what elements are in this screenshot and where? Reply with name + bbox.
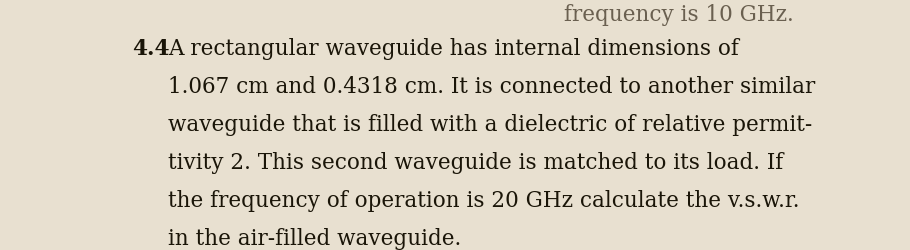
Text: 4.4: 4.4 <box>132 38 169 60</box>
Text: tivity 2. This second waveguide is matched to its load. If: tivity 2. This second waveguide is match… <box>168 152 784 174</box>
Text: waveguide that is filled with a dielectric of relative permit-: waveguide that is filled with a dielectr… <box>168 114 813 136</box>
Text: the frequency of operation is 20 GHz calculate the v.s.w.r.: the frequency of operation is 20 GHz cal… <box>168 190 800 212</box>
Text: in the air-filled waveguide.: in the air-filled waveguide. <box>168 228 461 250</box>
Text: frequency is 10 GHz.: frequency is 10 GHz. <box>564 4 794 26</box>
Text: A rectangular waveguide has internal dimensions of: A rectangular waveguide has internal dim… <box>168 38 739 60</box>
Text: 1.067 cm and 0.4318 cm. It is connected to another similar: 1.067 cm and 0.4318 cm. It is connected … <box>168 76 815 98</box>
